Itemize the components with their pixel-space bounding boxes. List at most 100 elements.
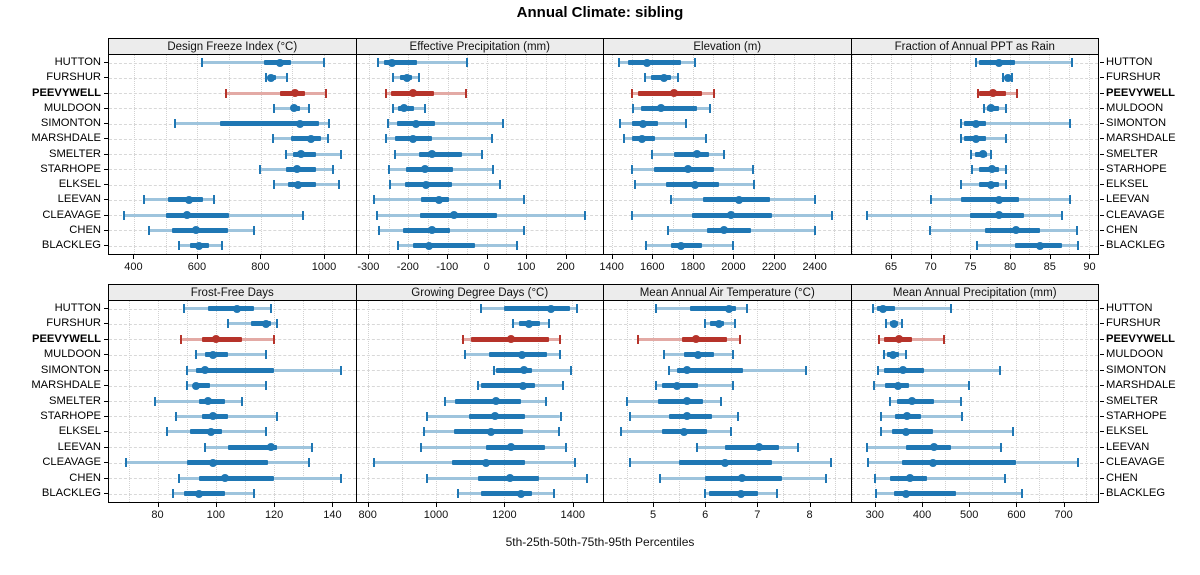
whisker-cap (340, 473, 342, 483)
x-axis-tick-label: 2400 (802, 261, 827, 273)
whisker-cap (523, 195, 526, 205)
median-dot (971, 119, 980, 128)
whisker-cap (730, 427, 733, 437)
whisker-cap (322, 58, 325, 67)
panel (355, 55, 603, 254)
whisker-line (880, 430, 1013, 434)
station-label-right: FURSHUR (1106, 71, 1161, 84)
iqr-bar (251, 321, 272, 327)
whisker-cap (264, 350, 267, 360)
whisker-cap (559, 411, 562, 421)
x-axis-tick-label: 400 (124, 261, 143, 273)
whisker-line (874, 384, 969, 388)
whisker-cap (630, 164, 633, 174)
gridline-horizontal (356, 62, 603, 64)
whisker-cap (372, 458, 375, 468)
median-dot (420, 165, 429, 174)
whisker-cap (872, 304, 875, 313)
median-dot (720, 226, 729, 235)
iqr-bar (420, 212, 498, 218)
whisker-cap (276, 319, 279, 329)
whisker-cap (419, 442, 422, 452)
y-axis-tick (104, 369, 108, 371)
whisker-cap (623, 134, 626, 144)
whisker-cap (825, 473, 828, 483)
whisker-cap (900, 319, 903, 329)
x-axis-tick (757, 503, 759, 507)
whisker-cap (174, 119, 177, 128)
whisker-cap (259, 164, 262, 174)
x-axis-tick-label: 65 (884, 261, 898, 273)
whisker-cap (512, 319, 515, 329)
whisker-cap (376, 210, 379, 220)
whisker-cap (492, 365, 495, 375)
x-axis-tick-label: 80 (151, 509, 164, 521)
x-axis-tick-label: -100 (436, 261, 459, 273)
whisker-cap (392, 103, 395, 113)
station-label-right: MULDOON (1106, 348, 1164, 361)
station-label-left: CHEN (69, 223, 101, 236)
y-axis-tick (1100, 369, 1104, 371)
median-dot (506, 335, 515, 344)
gridline-horizontal (356, 108, 603, 110)
x-axis-tick-label: 500 (960, 509, 979, 521)
median-dot (517, 489, 526, 498)
gridline-horizontal (604, 77, 851, 79)
whisker-cap (928, 225, 931, 235)
whisker-cap (738, 334, 741, 344)
whisker-cap (394, 149, 397, 159)
whisker-cap (976, 88, 979, 98)
whisker-cap (177, 241, 180, 250)
median-dot (692, 335, 701, 344)
station-label-right: STARHOPE (1106, 162, 1167, 175)
whisker-cap (708, 103, 711, 113)
y-axis-tick (104, 385, 108, 387)
station-label-right: CLEAVAGE (1106, 456, 1165, 469)
panel-strip-label: Elevation (m) (693, 40, 762, 53)
y-axis-tick (104, 62, 108, 63)
y-axis-tick (1100, 323, 1104, 325)
whisker-cap (1069, 195, 1072, 205)
station-label-left: MARSHDALE (31, 379, 101, 392)
station-label-left: MULDOON (43, 348, 101, 361)
station-label-right: ELKSEL (1106, 178, 1149, 190)
x-axis-tick-label: 1400 (599, 261, 624, 273)
median-dot (194, 241, 203, 250)
station-label-left: BLACKLEG (41, 487, 101, 499)
median-dot (988, 165, 997, 174)
whisker-cap (557, 427, 560, 437)
x-axis-tick (1010, 255, 1012, 259)
gridline-horizontal (604, 123, 851, 125)
whisker-cap (976, 241, 979, 250)
whisker-cap (626, 396, 629, 406)
whisker-cap (975, 58, 978, 67)
y-axis-tick (1100, 153, 1104, 155)
iqr-bar (184, 491, 225, 496)
median-dot (908, 397, 917, 405)
iqr-bar (291, 136, 322, 142)
whisker-cap (570, 365, 573, 375)
whisker-line (624, 137, 707, 141)
whisker-cap (959, 119, 962, 128)
median-dot (212, 335, 221, 344)
station-label-left: SIMONTON (40, 363, 101, 376)
x-axis-tick (890, 255, 892, 259)
y-axis-tick (104, 308, 108, 309)
x-axis-tick (368, 255, 370, 259)
whisker-cap (490, 134, 493, 144)
whisker-line (373, 198, 525, 202)
x-axis-tick (874, 503, 876, 507)
whisker-cap (423, 103, 426, 113)
station-label-right: MARSHDALE (1106, 132, 1176, 145)
x-axis-tick (274, 503, 276, 507)
panel-strip: Mean Annual Air Temperature (°C) (603, 285, 851, 300)
whisker-cap (874, 473, 877, 483)
whisker-cap (585, 473, 588, 483)
y-axis-tick (104, 477, 108, 479)
whisker-cap (308, 458, 311, 468)
whisker-cap (960, 411, 963, 421)
panel (850, 301, 1098, 502)
whisker-cap (1005, 134, 1008, 144)
whisker-cap (1069, 119, 1072, 128)
whisker-cap (384, 134, 387, 144)
